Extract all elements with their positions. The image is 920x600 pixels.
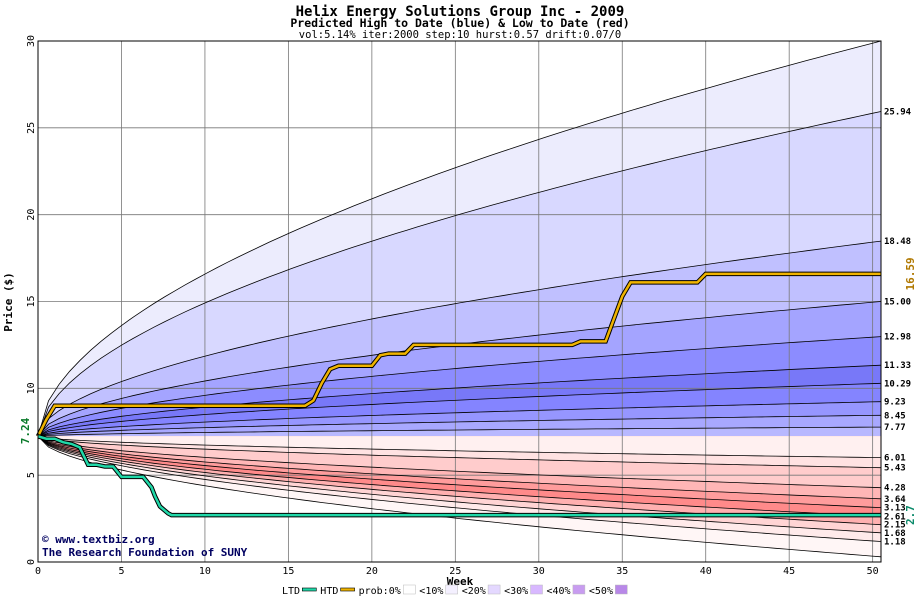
legend-swatch-line [340, 587, 355, 592]
y-tick-label: 30 [26, 35, 37, 47]
x-tick-label: 20 [366, 566, 378, 577]
x-tick-label: 35 [616, 566, 628, 577]
series-htd-line [36, 272, 881, 437]
band-end-label: 6.01 [884, 454, 906, 464]
legend-item-label: <40% [547, 586, 571, 597]
upper-boundary-8 [37, 111, 882, 437]
band-end-label: 15.00 [884, 298, 911, 308]
legend-swatch-line [301, 587, 317, 592]
legend-swatch [530, 584, 543, 595]
credit-foundation: The Research Foundation of SUNY [42, 546, 248, 559]
chart-title: Helix Energy Solutions Group Inc - 2009 [296, 4, 625, 20]
x-tick-label: 50 [867, 566, 879, 577]
upper-boundary-4 [37, 364, 882, 437]
y-tick-label: 0 [26, 559, 37, 565]
x-tick-label: 0 [35, 566, 41, 577]
upper-boundary-0 [37, 426, 881, 437]
band-end-label: 7.77 [884, 423, 906, 433]
band-end-label: 3.13 [884, 504, 906, 514]
lower-boundary-9 [37, 435, 882, 558]
legend-swatch [615, 584, 628, 595]
probability-bands [38, 41, 881, 557]
band-end-label: 2.15 [884, 521, 906, 531]
chart-params: vol:5.14% iter:2000 step:10 hurst:0.57 d… [299, 29, 621, 41]
upper-boundary-7 [37, 240, 882, 437]
lower-boundary-3 [37, 435, 882, 500]
x-tick-label: 45 [783, 566, 795, 577]
lower-boundary-8 [37, 435, 882, 542]
legend-item-label: <20% [462, 586, 486, 597]
y-tick-label: 15 [26, 295, 37, 307]
ltd-end-label: 2.7 [904, 505, 917, 525]
legend-item-label: prob:0% [359, 586, 401, 597]
legend-swatch [403, 584, 416, 595]
upper-boundary-2 [37, 401, 882, 437]
band-end-label: 25.94 [884, 108, 912, 118]
band-end-label: 1.18 [884, 538, 906, 548]
upper-boundary-9 [37, 40, 882, 437]
chart-subtitle: Predicted High to Date (blue) & Low to D… [290, 16, 629, 30]
upper-boundary-3 [37, 382, 882, 437]
upper-band-0 [38, 427, 881, 437]
upper-boundary-1 [37, 414, 882, 437]
x-tick-label: 25 [449, 566, 461, 577]
band-end-label: 1.68 [884, 529, 906, 539]
x-tick-label: 10 [199, 566, 211, 577]
series-lines [35, 271, 881, 518]
legend-swatch [572, 584, 586, 595]
y-tick-label: 10 [26, 382, 37, 394]
x-tick-label: 40 [700, 566, 712, 577]
lower-boundary-4 [37, 435, 882, 508]
x-tick-label: 30 [533, 566, 545, 577]
band-end-labels: 7.77 8.45 9.23 10.29 11.33 12.98 15.00 18.48 25.… [884, 108, 912, 548]
upper-boundary-5 [37, 336, 882, 437]
lower-boundary-0 [37, 435, 882, 458]
lower-boundary-2 [37, 435, 882, 489]
htd-end-label: 16.59 [904, 257, 917, 290]
legend: LTD HTD prob:0% <10% <20% <30% <40% <50% [282, 584, 628, 597]
band-end-label: 9.23 [884, 398, 906, 408]
y-axis-ticks: 0 5 10 15 20 25 30 [26, 35, 37, 565]
band-end-label: 3.64 [884, 495, 906, 505]
legend-swatch [487, 584, 501, 595]
x-tick-label: 5 [118, 566, 124, 577]
band-end-label: 5.43 [884, 464, 906, 474]
x-tick-label: 15 [282, 566, 294, 577]
y-tick-label: 25 [26, 122, 37, 134]
legend-item-label: HTD [320, 586, 338, 597]
band-end-label: 4.28 [884, 484, 906, 494]
legend-item-label: <30% [504, 586, 528, 597]
legend-swatch [445, 584, 458, 595]
start-price-label: 7.24 [19, 417, 32, 444]
band-end-label: 8.45 [884, 411, 906, 421]
lower-boundary-7 [37, 435, 882, 534]
series-ltd-line [37, 435, 881, 517]
plot-frame [37, 40, 882, 563]
y-tick-label: 5 [26, 472, 37, 478]
lower-boundary-1 [37, 435, 882, 469]
lower-boundary-5 [37, 435, 882, 518]
band-end-label: 11.33 [884, 361, 911, 371]
band-end-label: 12.98 [884, 333, 911, 343]
x-axis-ticks: 0 5 10 15 20 25 30 35 40 45 50 [35, 566, 879, 577]
credit-website: © www.textbiz.org [42, 533, 155, 546]
legend-item-label: <10% [419, 586, 443, 597]
legend-item-label: <50% [589, 586, 613, 597]
band-end-label: 2.61 [884, 513, 906, 523]
legend-item-label: LTD [282, 586, 300, 597]
band-boundaries [37, 40, 882, 558]
y-axis-label: Price ($) [2, 272, 15, 332]
band-end-label: 10.29 [884, 379, 911, 389]
lower-band-0 [38, 436, 881, 458]
band-end-label: 18.48 [884, 237, 911, 247]
y-tick-label: 20 [26, 209, 37, 221]
